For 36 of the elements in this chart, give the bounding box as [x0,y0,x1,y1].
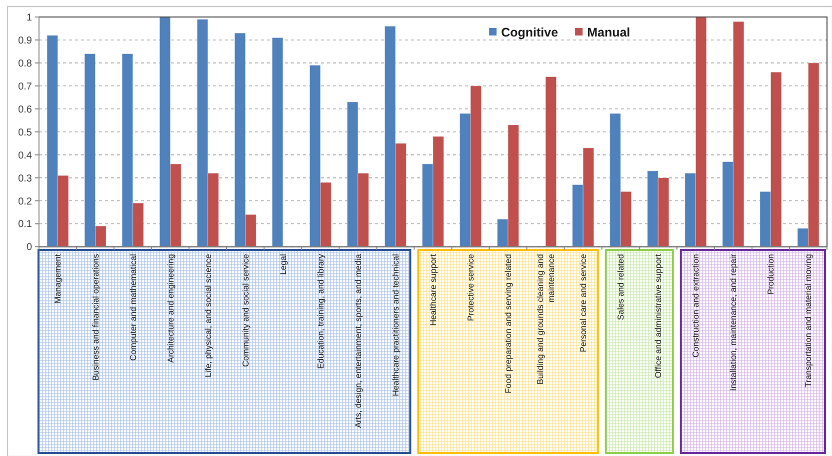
legend-label: Cognitive [501,25,558,40]
x-tick-label: Healthcare support [428,253,438,326]
y-tick-label: 0.4 [18,150,32,162]
y-tick-label: 0.5 [18,127,32,138]
bar [272,37,284,247]
x-tick-label: Sales and related [616,254,626,320]
x-tick-label: Construction and extraction [690,254,701,358]
y-tick-label: 0.6 [18,104,32,116]
x-tick-label: Food preparation and serving related [503,254,514,394]
x-tick-label: Life, physical, and social science [202,254,213,378]
x-tick-label: Arts, design, entertainment, sports, and media [352,254,363,428]
x-tick-label: Office and administrative support [653,253,664,378]
x-tick-label: Healthcare practitioners and technical [390,254,400,396]
x-tick-label: Computer and mathematical [128,254,138,361]
y-tick-label: 0.7 [18,81,32,92]
x-tick-label: Education, training, and library [315,253,326,369]
x-tick-label: Building and grounds cleaning and maintenance [535,254,556,384]
x-tick-label: Production [766,254,776,295]
y-tick-label: 0 [26,242,32,254]
x-tick-label: Legal [278,254,288,275]
x-tick-label: Protective service [466,254,476,322]
y-tick-label: 0.3 [18,173,32,184]
y-tick-label: 0.1 [18,219,32,230]
bar [545,76,557,247]
x-tick-label: Community and social service [240,254,250,367]
x-tick-label: Business and financial operations [90,254,100,381]
y-tick-label: 0.8 [18,58,32,70]
x-tick-label: Personal care and service [578,254,588,352]
y-tick-label: 0.2 [18,196,32,208]
y-tick-label: 0.9 [18,35,32,46]
x-tick-label: Installation, maintenance, and repair [728,254,738,392]
x-tick-label: Architecture and engineering [165,254,176,363]
legend-label: Manual [587,25,630,40]
x-tick-label: Transportation and material moving [803,254,814,388]
x-tick-label: Management [52,253,63,304]
y-tick-label: 1 [26,12,32,24]
